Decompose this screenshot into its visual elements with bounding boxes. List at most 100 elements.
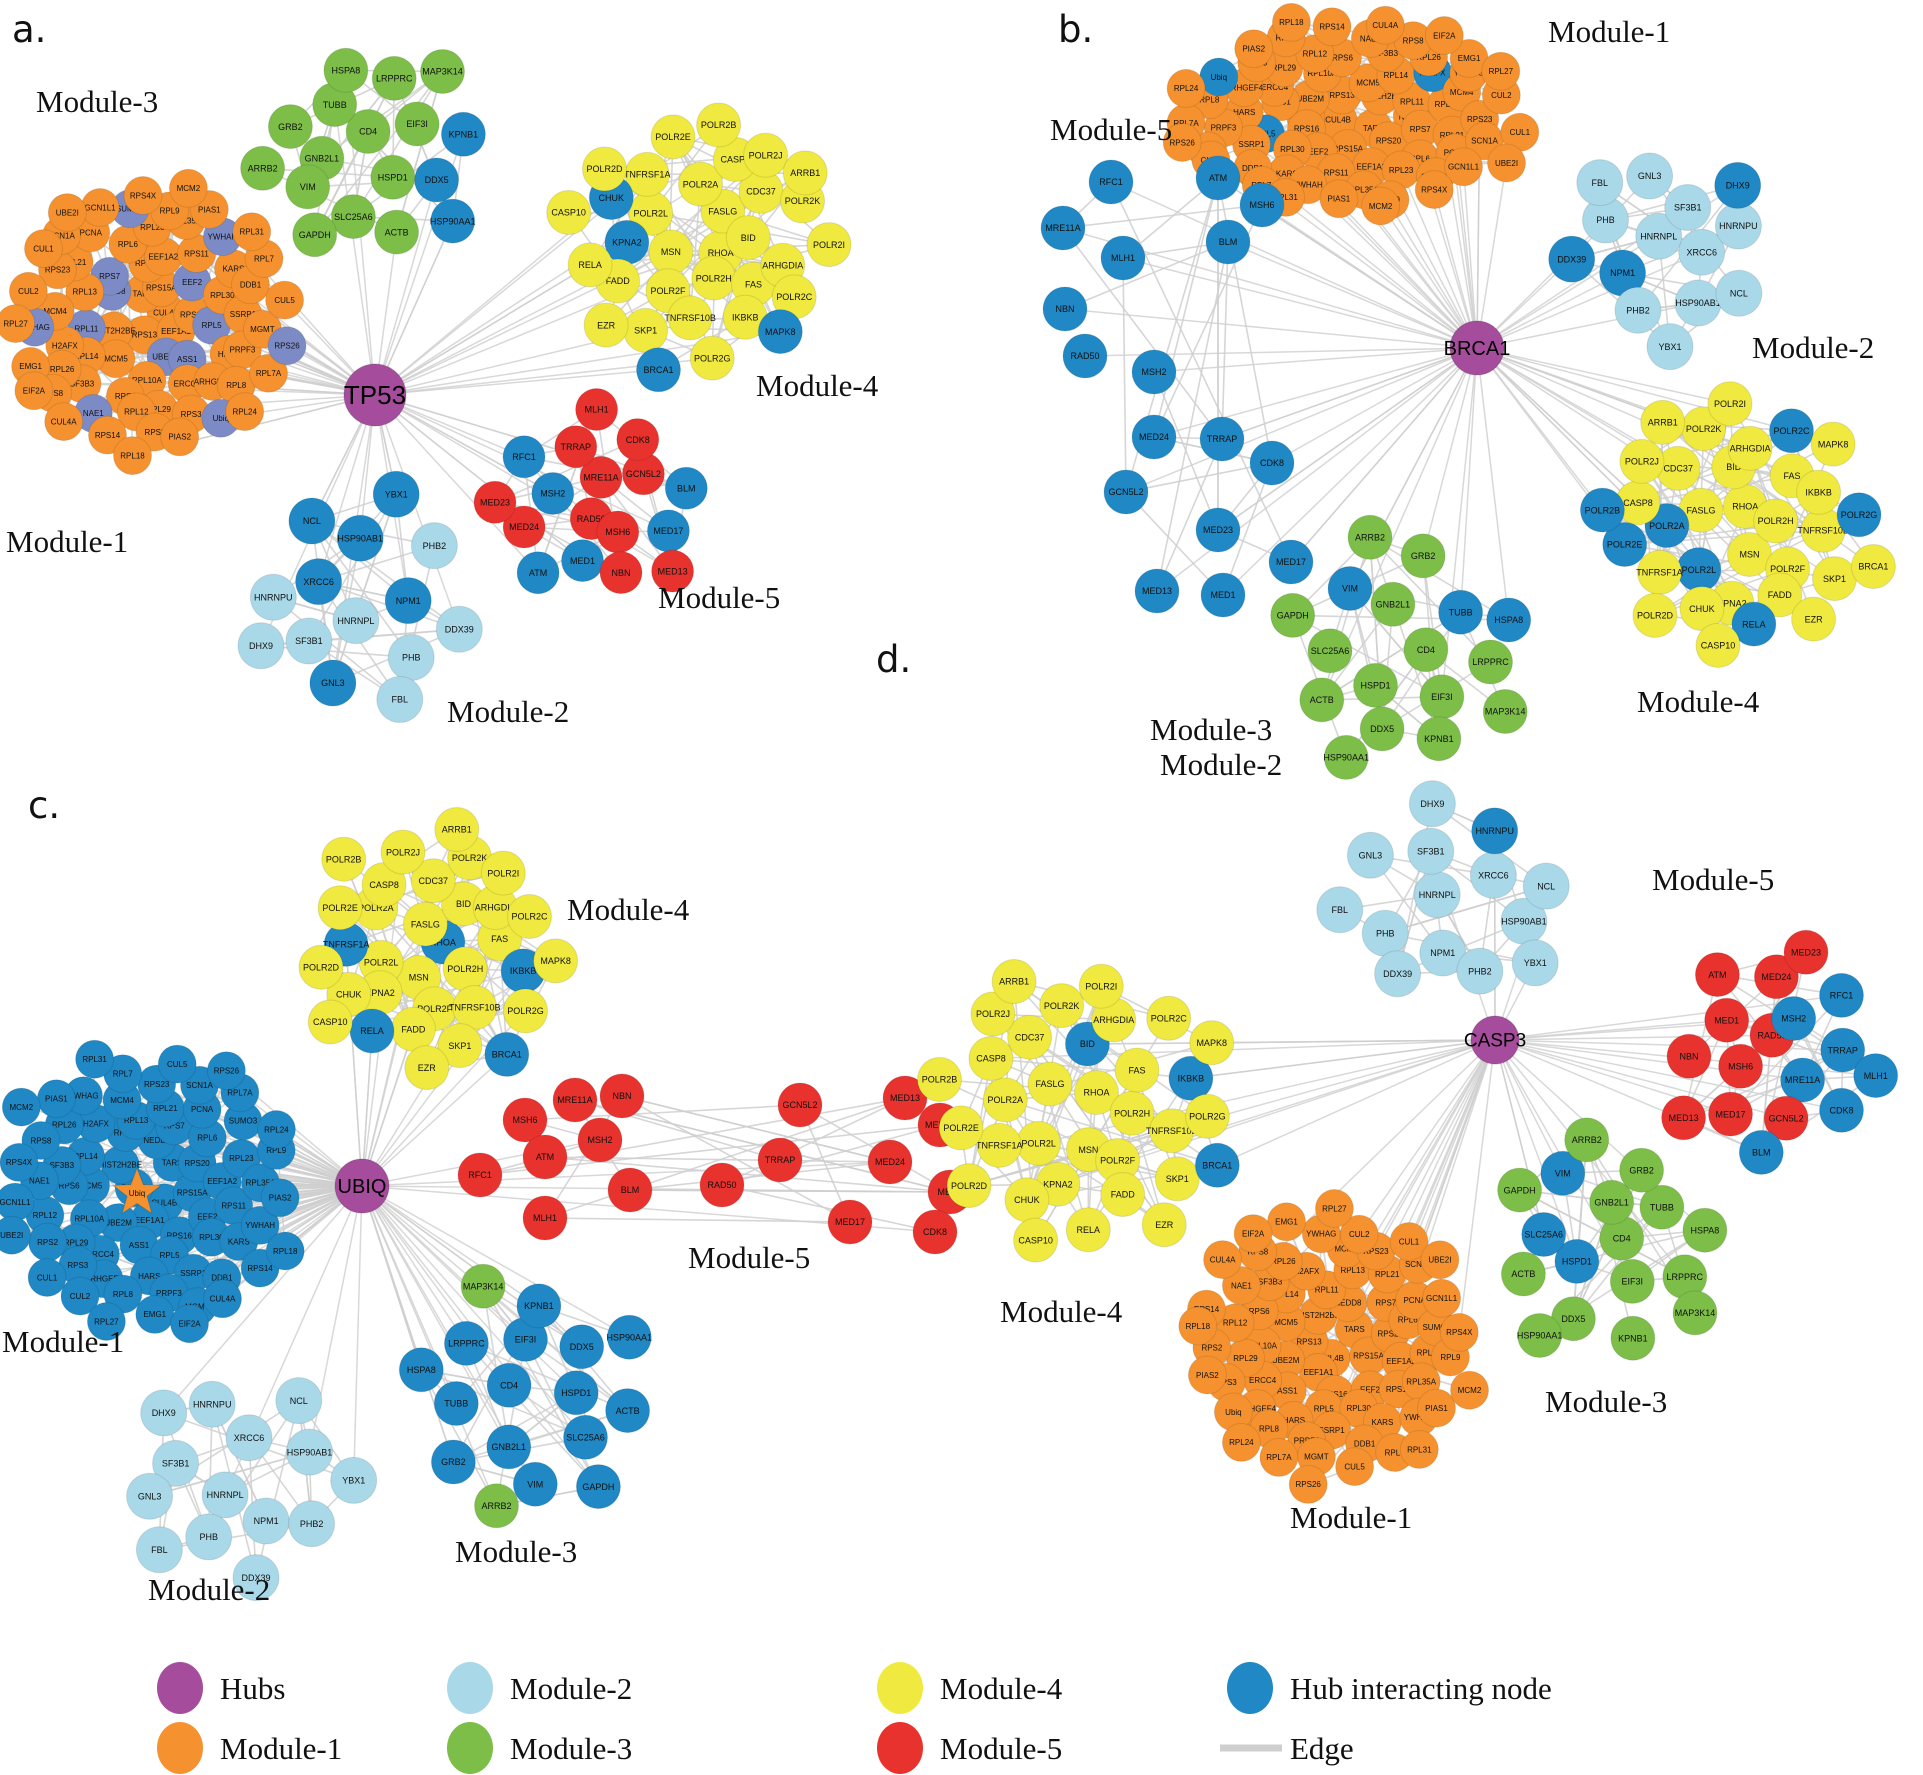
node-label-RPL12: RPL12	[1223, 1319, 1248, 1328]
edge	[466, 1342, 628, 1412]
node-MED1	[1704, 997, 1750, 1043]
module-label-d-Module-1: Module-1	[1290, 1500, 1412, 1535]
node-label-UBE2I: UBE2I	[1428, 1256, 1451, 1265]
edge	[1384, 885, 1547, 934]
node-HNRNPU	[249, 573, 297, 621]
node-POLR2I	[1707, 381, 1753, 427]
node-label-MCM2: MCM2	[1369, 202, 1393, 211]
node-label-POLR2I: POLR2I	[1714, 399, 1746, 409]
node-BLM	[1205, 219, 1251, 265]
node-label-MAP3K14: MAP3K14	[422, 67, 463, 77]
node-label-BLM: BLM	[677, 483, 696, 493]
node-label-RPL8: RPL8	[1259, 1425, 1280, 1434]
node-YBX1	[1646, 323, 1694, 371]
node-label-GCN5L2: GCN5L2	[1108, 487, 1143, 497]
node-label-LRPPRC: LRPPRC	[1472, 657, 1509, 667]
node-BRCA1	[1850, 544, 1896, 589]
node-GNL3	[126, 1472, 174, 1520]
node-label-BRCA1: BRCA1	[643, 365, 673, 375]
node-label-HSPA8: HSPA8	[407, 1365, 436, 1375]
node-label-NEDD8: NEDD8	[143, 1136, 171, 1145]
node-label-RPL14: RPL14	[74, 352, 99, 361]
node-label-MSN: MSN	[661, 247, 681, 257]
node-label-SKP1: SKP1	[1166, 1174, 1189, 1184]
node-POLR2E	[317, 885, 363, 931]
hub-edge	[1476, 272, 1623, 349]
node-MED13	[1661, 1095, 1707, 1141]
hub-edge	[1153, 347, 1478, 373]
node-MED24	[502, 505, 546, 549]
node-label-MED1: MED1	[1210, 590, 1235, 600]
node-label-EMG1: EMG1	[143, 1310, 166, 1319]
node-label-RPL23: RPL23	[1417, 1349, 1442, 1358]
node-POLR2B	[917, 1057, 962, 1102]
node-label-RPS4X: RPS4X	[1421, 185, 1448, 194]
node-label-RPL13: RPL13	[1340, 1266, 1365, 1275]
node-RPS4X	[1439, 1312, 1479, 1352]
node-CDC37	[410, 858, 456, 904]
node-label-YBX1: YBX1	[1658, 342, 1681, 352]
node-label-RPL26: RPL26	[1271, 1257, 1296, 1266]
edge	[1321, 611, 1462, 701]
edge	[1026, 1043, 1089, 1201]
node-PIAS2	[1234, 29, 1274, 69]
node-label-HNRNPL: HNRNPL	[337, 616, 374, 626]
node-label-FAS: FAS	[1783, 471, 1800, 481]
node-label-PCNA: PCNA	[80, 229, 103, 238]
node-RELA	[1065, 1207, 1111, 1253]
node-EZR	[1791, 596, 1837, 642]
node-label-CASP10: CASP10	[1701, 641, 1736, 651]
node-label-POLR2I: POLR2I	[487, 868, 519, 878]
node-label-EEF1A2: EEF1A2	[1386, 1357, 1416, 1366]
edge	[1153, 177, 1219, 438]
node-label-MCM5: MCM5	[1356, 79, 1380, 88]
node-POLR2J	[1619, 438, 1665, 484]
node-label-BRCA1: BRCA1	[492, 1050, 522, 1060]
node-label-RPS14: RPS14	[247, 1264, 273, 1273]
node-label-HSPA8: HSPA8	[1690, 1225, 1719, 1235]
node-label-PRPF3: PRPF3	[1211, 124, 1237, 133]
module-label-a-Module-4: Module-4	[756, 368, 879, 403]
node-label-RPS7: RPS7	[164, 1122, 185, 1131]
node-label-MED13: MED13	[658, 566, 688, 576]
node-label-SF3B1: SF3B1	[1417, 846, 1445, 856]
node-label-RPS26: RPS26	[1296, 1480, 1322, 1489]
node-label-POLR2B: POLR2B	[922, 1075, 958, 1085]
node-label-RPL12: RPL12	[1303, 50, 1328, 59]
node-label-ARHGDIA: ARHGDIA	[762, 260, 803, 270]
node-label-RPL24: RPL24	[264, 1125, 289, 1134]
node-MED1	[1200, 572, 1246, 618]
hub-edge	[1476, 347, 1731, 405]
node-label-RPS4X: RPS4X	[1446, 1328, 1473, 1337]
node-RPL18	[1178, 1306, 1218, 1346]
node-label-PIAS2: PIAS2	[168, 433, 191, 442]
node-label-RPL21: RPL21	[153, 1104, 178, 1113]
node-label-RAD50: RAD50	[707, 1180, 736, 1190]
node-label-RPL14: RPL14	[1274, 1290, 1299, 1299]
node-label-CHUK: CHUK	[1689, 604, 1715, 614]
node-POLR2E	[938, 1105, 984, 1151]
node-label-MCM4: MCM4	[1334, 1245, 1358, 1254]
node-label-DDB1: DDB1	[240, 281, 262, 290]
hub-edge	[361, 1185, 527, 1340]
node-label-PHB2: PHB2	[1626, 305, 1650, 315]
node-label-FADD: FADD	[606, 276, 631, 286]
node-label-MED17: MED17	[1276, 557, 1306, 567]
node-label-NPM1: NPM1	[396, 596, 421, 606]
node-DHX9	[140, 1389, 188, 1437]
node-label-GNL3: GNL3	[1638, 171, 1662, 181]
node-label-RPS2: RPS2	[1201, 1343, 1222, 1352]
node-label-MAPK8: MAPK8	[1196, 1038, 1227, 1048]
node-label-CHUK: CHUK	[599, 193, 625, 203]
node-label-CASP8: CASP8	[1623, 498, 1653, 508]
node-RPL27	[86, 1302, 126, 1341]
node-label-MSN: MSN	[1740, 550, 1760, 560]
node-label-HSP90AB1: HSP90AB1	[337, 533, 383, 543]
node-CASP10	[1695, 622, 1741, 668]
node-MED24	[1753, 954, 1799, 1000]
node-label-RPL24: RPL24	[1174, 84, 1199, 93]
node-ARRB2	[1564, 1117, 1610, 1163]
node-label-DDB1: DDB1	[1354, 1440, 1376, 1449]
node-label-EZR: EZR	[1805, 614, 1824, 624]
node-label-SCN1A: SCN1A	[1471, 137, 1498, 146]
